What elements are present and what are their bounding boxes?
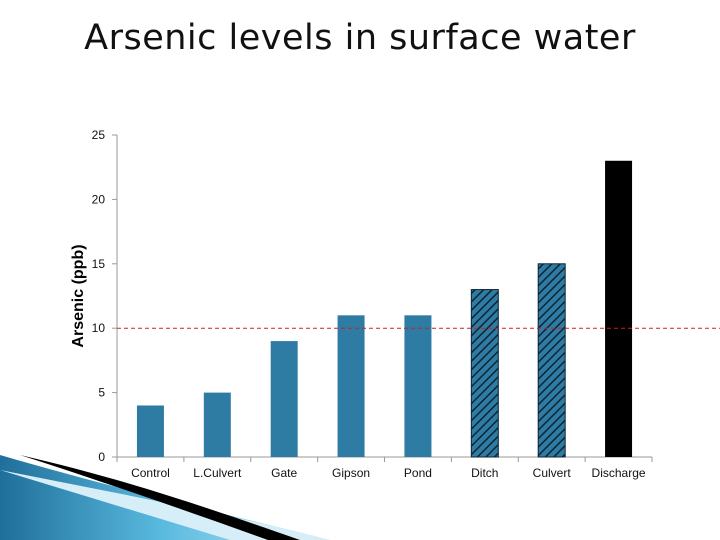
bar-control xyxy=(136,405,164,457)
x-tick-label: Gate xyxy=(271,466,297,480)
y-tick-label: 25 xyxy=(92,128,106,142)
y-tick-label: 0 xyxy=(98,450,105,464)
bar-ditch xyxy=(470,289,499,458)
x-tick-label: Discharge xyxy=(592,466,646,480)
bar-culvert xyxy=(537,263,566,458)
x-tick-label: L.Culvert xyxy=(193,466,242,480)
x-tick-label: Gipson xyxy=(332,466,370,480)
chart-axes xyxy=(112,134,653,462)
y-tick-label: 15 xyxy=(92,257,106,271)
decorative-swoosh xyxy=(0,455,330,540)
x-tick-label: Ditch xyxy=(471,466,498,480)
bar-gipson xyxy=(337,315,365,457)
y-tick-label: 5 xyxy=(98,386,105,400)
bar-discharge xyxy=(605,160,633,457)
y-tick-label: 20 xyxy=(92,192,106,206)
bar-gate xyxy=(270,341,298,457)
chart-labels: 0 5 10 15 20 25 Control L.Culvert Gate Gipson Pond… xyxy=(92,128,646,480)
y-axis-title: Arsenic (ppb) xyxy=(70,244,87,347)
x-tick-label: Culvert xyxy=(533,466,572,480)
chart-bars xyxy=(136,160,633,458)
slide-title: Arsenic levels in surface water xyxy=(84,18,636,58)
bar-pond xyxy=(404,315,432,457)
x-tick-label: Control xyxy=(131,466,170,480)
bar-l-culvert xyxy=(203,392,231,457)
x-tick-label: Pond xyxy=(404,466,432,480)
y-tick-label: 10 xyxy=(92,321,106,335)
